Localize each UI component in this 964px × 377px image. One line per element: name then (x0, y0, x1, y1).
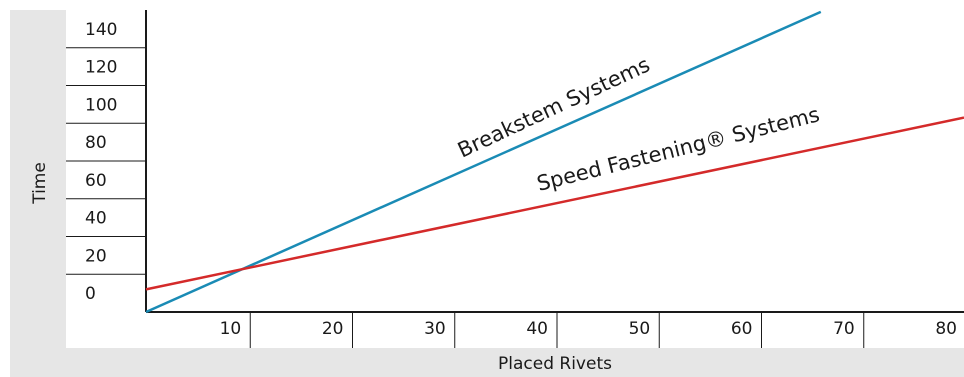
x-tick-label: 40 (526, 319, 548, 339)
x-tick-label: 20 (322, 319, 344, 339)
x-title-panel (10, 348, 964, 377)
x-tick-separators (249, 312, 865, 348)
y-tick-label: 40 (85, 209, 107, 229)
series-label-breakstem: Breakstem Systems (454, 52, 654, 162)
y-tick-label: 100 (85, 95, 117, 115)
x-tick-label: 80 (935, 319, 957, 339)
y-tick-label: 140 (85, 20, 117, 40)
x-tick-label: 30 (424, 319, 446, 339)
x-tick-label: 50 (629, 319, 651, 339)
x-tick-label: 60 (731, 319, 753, 339)
x-tick-row (146, 312, 964, 348)
x-tick-label: 10 (220, 319, 242, 339)
y-tick-label: 120 (85, 58, 117, 78)
y-tick-label: 20 (85, 246, 107, 266)
y-tick-column (66, 10, 146, 348)
x-axis-title: Placed Rivets (498, 354, 612, 374)
series-label-speed-fastening: Speed Fastening® Systems (534, 102, 822, 196)
y-tick-labels: 0 20 40 60 80 100 120 140 (85, 20, 117, 304)
y-tick-label: 80 (85, 133, 107, 153)
series-line-speed-fastening (145, 116, 964, 291)
x-tick-label: 70 (833, 319, 855, 339)
x-tick-labels: 10 20 30 40 50 60 70 80 (220, 319, 957, 339)
y-axis-title: Time (30, 162, 50, 205)
series-line-breakstem (145, 10, 822, 314)
series-group (145, 10, 964, 314)
y-tick-label: 60 (85, 171, 107, 191)
y-tick-label: 0 (85, 284, 96, 304)
y-tick-separators (66, 47, 146, 275)
